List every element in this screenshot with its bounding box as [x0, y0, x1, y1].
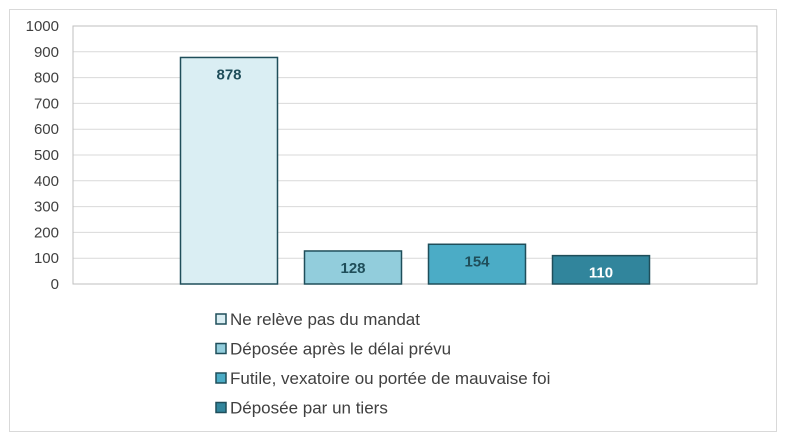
y-tick-label: 100	[34, 250, 59, 267]
legend-swatch	[215, 401, 227, 414]
y-axis: 0 100 200 300 400 500 600 700 800 900 1000	[26, 18, 59, 293]
legend-swatch	[215, 313, 227, 325]
bar	[427, 243, 527, 285]
y-tick-label: 700	[34, 95, 59, 112]
bar	[551, 254, 651, 285]
data-label: 154	[464, 253, 490, 270]
data-label: 878	[216, 66, 241, 83]
y-tick-label: 300	[34, 199, 59, 216]
legend-label: Futile, vexatoire ou portée de mauvaise …	[230, 369, 550, 388]
legend-label: Ne relève pas du mandat	[230, 310, 420, 329]
y-tick-label: 800	[34, 70, 59, 87]
y-tick-label: 600	[34, 121, 59, 138]
data-label: 110	[589, 265, 613, 282]
y-tick-label: 1000	[26, 18, 59, 35]
chart-frame: 0 100 200 300 400 500 600 700 800 900 1000 878 128 1…	[9, 9, 777, 432]
legend-swatch	[215, 342, 227, 355]
plot-area-border	[72, 25, 758, 285]
y-tick-label: 500	[34, 147, 59, 164]
y-tick-label: 200	[34, 224, 59, 241]
legend-swatch	[215, 372, 227, 384]
legend-label: Déposée par un tiers	[230, 399, 388, 418]
gridlines	[72, 25, 758, 285]
bar	[303, 250, 403, 285]
data-label: 128	[340, 260, 365, 277]
legend: Ne relève pas du mandat Déposée après le …	[215, 310, 550, 418]
y-tick-label: 900	[34, 44, 59, 61]
bars	[179, 56, 651, 285]
legend-label: Déposée après le délai prévu	[230, 340, 451, 359]
data-labels: 878 128 154 110	[216, 66, 613, 281]
bar	[179, 56, 279, 285]
bar-chart: 0 100 200 300 400 500 600 700 800 900 1000 878 128 1…	[26, 18, 758, 418]
y-tick-label: 400	[34, 173, 59, 190]
y-tick-label: 0	[51, 276, 59, 293]
